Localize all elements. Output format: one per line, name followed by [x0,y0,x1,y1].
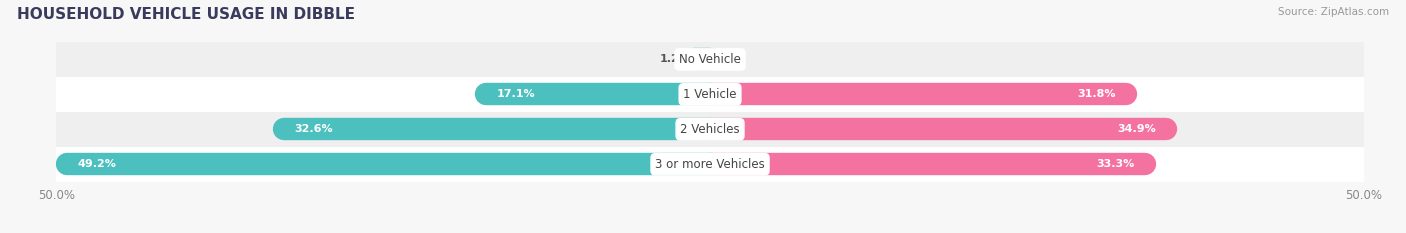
Bar [710,84,1126,105]
Bar [56,112,1364,147]
Bar [284,118,710,140]
Bar [66,154,710,175]
Text: 0.0%: 0.0% [714,55,745,64]
Bar [56,77,1364,112]
Text: 49.2%: 49.2% [77,159,117,169]
Text: HOUSEHOLD VEHICLE USAGE IN DIBBLE: HOUSEHOLD VEHICLE USAGE IN DIBBLE [17,7,354,22]
Bar [710,154,1146,175]
Text: No Vehicle: No Vehicle [679,53,741,66]
Text: 31.8%: 31.8% [1077,89,1115,99]
Bar [56,42,1364,77]
Text: Source: ZipAtlas.com: Source: ZipAtlas.com [1278,7,1389,17]
Text: 32.6%: 32.6% [294,124,333,134]
Bar [695,49,710,70]
Bar [56,147,1364,182]
Text: 1.2%: 1.2% [659,55,690,64]
Bar [710,118,1167,140]
Text: 17.1%: 17.1% [496,89,536,99]
Bar [486,84,710,105]
Text: 2 Vehicles: 2 Vehicles [681,123,740,136]
Text: 3 or more Vehicles: 3 or more Vehicles [655,158,765,171]
Text: 34.9%: 34.9% [1118,124,1156,134]
Text: 1 Vehicle: 1 Vehicle [683,88,737,101]
Text: 33.3%: 33.3% [1097,159,1135,169]
